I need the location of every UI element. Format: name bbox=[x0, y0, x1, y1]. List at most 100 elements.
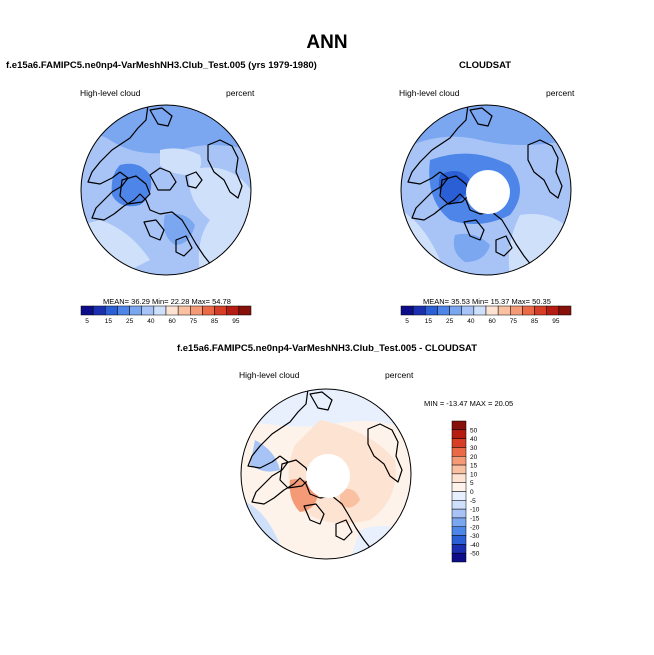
model-panel-title: f.e15a6.FAMIPC5.ne0np4-VarMeshNH3.Club_T… bbox=[6, 60, 317, 71]
diff-colorbar-box bbox=[451, 420, 467, 431]
obs-coastlines bbox=[407, 105, 563, 273]
model-colorbar-box bbox=[92, 305, 106, 316]
obs-map-border bbox=[400, 104, 572, 276]
model-colorbar-tick-label: 85 bbox=[211, 318, 219, 325]
model-colorbar-tick-label: 75 bbox=[190, 318, 198, 325]
obs-max-label: Max= bbox=[511, 297, 531, 306]
obs-colorbar-tick-label: 95 bbox=[552, 318, 560, 325]
diff-colorbar-box bbox=[451, 500, 467, 510]
diff-colorbar-tick-label: 5 bbox=[470, 480, 474, 487]
model-colorbar-box bbox=[238, 305, 252, 316]
obs-max-value: 50.35 bbox=[532, 297, 551, 306]
model-min-value: 22.28 bbox=[170, 297, 190, 306]
diff-colorbar-box bbox=[451, 464, 467, 475]
obs-colorbar-box bbox=[522, 305, 535, 316]
model-max-label: Max= bbox=[191, 297, 211, 306]
obs-mean-label: MEAN= bbox=[423, 297, 450, 306]
diff-colorbar-tick-label: -50 bbox=[470, 551, 480, 558]
obs-colorbar-tick-label: 15 bbox=[425, 318, 433, 325]
obs-colorbar-tick-label: 85 bbox=[531, 318, 539, 325]
obs-colorbar-tick-label: 25 bbox=[446, 318, 454, 325]
model-colorbar: 5 15 25 40 60 75 85 95 bbox=[80, 305, 252, 325]
obs-colorbar-box bbox=[558, 305, 572, 316]
diff-colorbar-tick-label: 30 bbox=[470, 445, 478, 452]
diff-colorbar-box bbox=[451, 438, 467, 448]
model-colorbar-box bbox=[117, 305, 130, 316]
diff-colorbar-box bbox=[451, 456, 467, 466]
diff-units-label: percent bbox=[385, 370, 414, 380]
model-variable-label: High-level cloud bbox=[80, 88, 141, 98]
obs-stats: MEAN= 35.53 Min= 15.37 Max= 50.35 bbox=[423, 297, 551, 306]
model-units-label: percent bbox=[226, 88, 255, 98]
obs-colorbar-tick-label: 5 bbox=[405, 318, 409, 325]
model-colorbar-box bbox=[105, 305, 118, 316]
diff-colorbar-tick-label: 40 bbox=[470, 436, 478, 443]
model-colorbar-box bbox=[129, 305, 142, 316]
obs-field-region bbox=[453, 233, 490, 262]
obs-min-value: 15.37 bbox=[490, 297, 510, 306]
obs-units-label: percent bbox=[546, 88, 575, 98]
obs-field-region bbox=[508, 214, 571, 275]
obs-colorbar-tick-label: 75 bbox=[510, 318, 518, 325]
obs-colorbar-box bbox=[412, 305, 426, 316]
obs-colorbar-box bbox=[510, 305, 523, 316]
diff-colorbar-box bbox=[451, 552, 467, 563]
obs-colorbar-box bbox=[534, 305, 547, 316]
model-colorbar-box bbox=[226, 305, 240, 316]
model-colorbar-box bbox=[190, 305, 203, 316]
diff-colorbar-tick-label: -5 bbox=[470, 498, 476, 505]
model-map bbox=[80, 104, 252, 276]
model-colorbar-box bbox=[214, 305, 227, 316]
model-colorbar-box bbox=[141, 305, 155, 316]
diff-colorbar-box bbox=[451, 526, 467, 536]
model-colorbar-tick-label: 40 bbox=[147, 318, 155, 325]
obs-mean-value: 35.53 bbox=[451, 297, 470, 306]
diff-colorbar-tick-label: 15 bbox=[470, 463, 478, 470]
diff-map-border bbox=[240, 388, 412, 560]
diff-field-region bbox=[250, 440, 280, 472]
diff-colorbar-box bbox=[451, 517, 467, 527]
model-colorbar-tick-label: 25 bbox=[126, 318, 134, 325]
diff-colorbar-tick-label: -10 bbox=[470, 507, 480, 514]
diff-colorbar-box bbox=[451, 544, 467, 554]
model-colorbar-tick-label: 95 bbox=[232, 318, 240, 325]
model-coastlines bbox=[87, 105, 243, 273]
obs-map bbox=[400, 104, 572, 276]
obs-colorbar-box bbox=[546, 305, 560, 316]
diff-colorbar-box bbox=[451, 482, 467, 492]
model-colorbar-box bbox=[165, 305, 179, 316]
model-mean-label: MEAN= bbox=[103, 297, 130, 306]
model-mean-value: 36.29 bbox=[131, 297, 150, 306]
diff-colorbar-box bbox=[451, 429, 467, 439]
diff-coastlines bbox=[247, 389, 403, 557]
model-colorbar-box bbox=[80, 305, 94, 316]
obs-colorbar-box bbox=[437, 305, 450, 316]
obs-colorbar-box bbox=[400, 305, 414, 316]
diff-colorbar-tick-label: 20 bbox=[470, 454, 478, 461]
obs-colorbar-box bbox=[449, 305, 462, 316]
diff-map bbox=[240, 388, 412, 560]
model-stats: MEAN= 36.29 Min= 22.28 Max= 54.78 bbox=[103, 297, 231, 306]
model-map-border bbox=[80, 104, 252, 276]
obs-colorbar-box bbox=[425, 305, 438, 316]
obs-panel-title: CLOUDSAT bbox=[459, 60, 512, 71]
diff-colorbar-box bbox=[451, 473, 467, 483]
diff-colorbar-tick-label: -40 bbox=[470, 542, 480, 549]
model-field-region bbox=[81, 105, 251, 154]
diff-panel-title: f.e15a6.FAMIPC5.ne0np4-VarMeshNH3.Club_T… bbox=[176, 343, 478, 354]
obs-colorbar-box bbox=[497, 305, 511, 316]
diff-colorbar-box bbox=[451, 508, 467, 519]
model-colorbar-tick-label: 15 bbox=[105, 318, 113, 325]
model-colorbar-box bbox=[202, 305, 215, 316]
obs-colorbar-box bbox=[461, 305, 475, 316]
obs-colorbar-tick-label: 60 bbox=[488, 318, 496, 325]
diff-variable-label: High-level cloud bbox=[239, 370, 300, 380]
diff-field-region bbox=[340, 488, 360, 508]
obs-colorbar-box bbox=[473, 305, 487, 316]
model-colorbar-tick-label: 5 bbox=[85, 318, 89, 325]
main-title: ANN bbox=[306, 32, 348, 53]
diff-colorbar-tick-label: 10 bbox=[470, 471, 478, 478]
diff-colorbar-tick-label: -30 bbox=[470, 533, 480, 540]
obs-colorbar-tick-label: 40 bbox=[467, 318, 475, 325]
